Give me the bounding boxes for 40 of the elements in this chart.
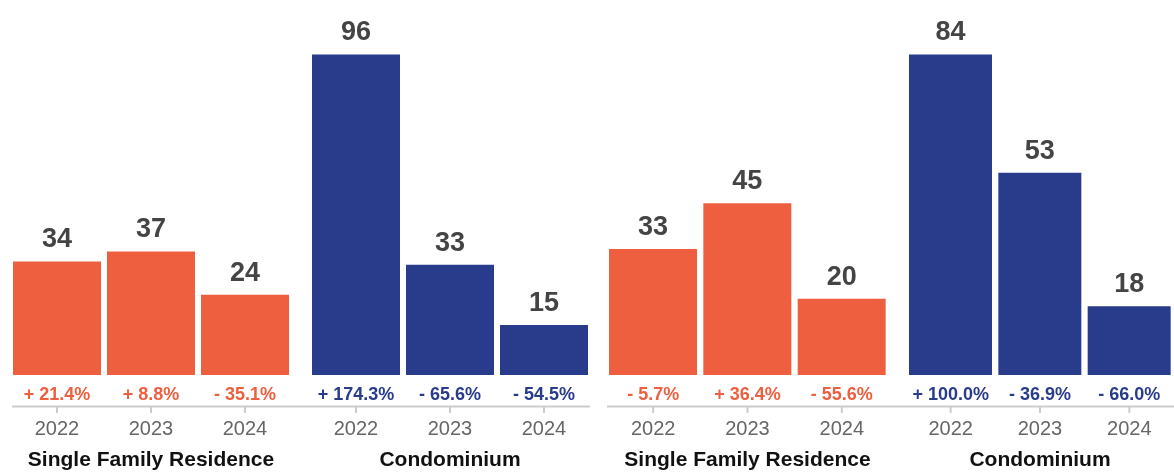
- data-label: 96: [340, 16, 372, 47]
- x-axis-title: Condominium: [379, 447, 521, 470]
- text: + 100.0%: [912, 384, 989, 404]
- x-tick-label: 2023: [1017, 417, 1063, 439]
- text: + 8.8%: [122, 384, 180, 404]
- x-tick-label: 2024: [819, 417, 865, 439]
- text: - 35.1%: [213, 384, 277, 404]
- x-axis-title: Single Family Residence: [624, 447, 871, 470]
- text: - 36.9%: [1008, 384, 1072, 404]
- x-tick-label: 2024: [222, 417, 268, 439]
- data-label: 20: [826, 260, 857, 291]
- data-label: 34: [41, 223, 73, 254]
- data-label: 37: [135, 213, 167, 244]
- x-tick-label: 2022: [34, 417, 80, 439]
- text: + 21.4%: [23, 384, 91, 404]
- data-label: 15: [528, 286, 560, 317]
- text: - 5.7%: [627, 384, 680, 404]
- text: + 174.3%: [317, 384, 395, 404]
- x-tick-label: 2022: [928, 417, 973, 439]
- x-tick-label: 2022: [630, 417, 676, 439]
- data-label: 53: [1024, 134, 1055, 165]
- x-tick-label: 2023: [725, 417, 770, 439]
- data-label: 45: [732, 165, 763, 196]
- data-label: 33: [434, 226, 466, 257]
- x-tick-label: 2024: [1107, 417, 1152, 439]
- x-tick-label: 2022: [333, 417, 379, 439]
- text: - 54.5%: [512, 384, 576, 404]
- x-tick-label: 2024: [521, 417, 567, 439]
- text: - 65.6%: [418, 384, 482, 404]
- data-label: 18: [1114, 268, 1145, 299]
- data-label: 84: [935, 16, 966, 47]
- text: + 36.4%: [714, 384, 781, 404]
- data-label: 33: [637, 211, 669, 242]
- x-axis-title: Single Family Residence: [27, 447, 275, 470]
- x-tick-label: 2023: [427, 417, 473, 439]
- x-tick-label: 2023: [128, 417, 174, 439]
- text: - 55.6%: [810, 384, 873, 404]
- text: - 66.0%: [1098, 384, 1161, 404]
- x-axis-title: Condominium: [969, 447, 1111, 470]
- data-label: 24: [229, 256, 261, 287]
